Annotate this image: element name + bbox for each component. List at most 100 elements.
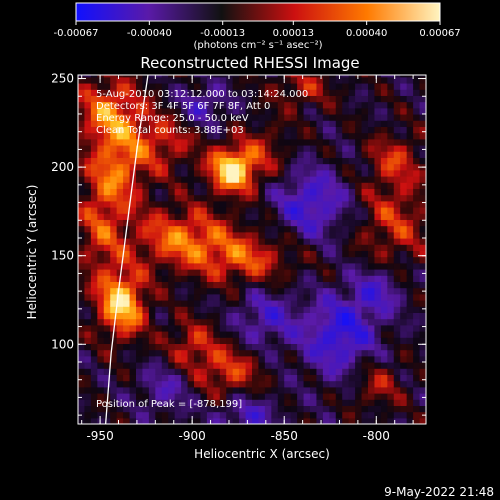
heatmap-cell xyxy=(116,163,124,171)
heatmap-cell xyxy=(361,194,369,202)
heatmap-cell xyxy=(200,386,208,394)
heatmap-cell xyxy=(258,374,266,382)
heatmap-cell xyxy=(84,318,92,326)
heatmap-cell xyxy=(329,392,337,400)
heatmap-cell xyxy=(78,237,86,245)
heatmap-cell xyxy=(303,299,311,307)
heatmap-cell xyxy=(290,113,298,121)
heatmap-cell xyxy=(116,368,124,375)
heatmap-cell xyxy=(168,82,176,90)
heatmap-cell xyxy=(123,188,131,196)
heatmap-cell xyxy=(258,330,266,338)
heatmap-cell xyxy=(355,306,363,313)
heatmap-cell xyxy=(380,138,388,146)
heatmap-cell xyxy=(290,188,298,196)
heatmap-cell xyxy=(161,275,169,282)
heatmap-cell xyxy=(329,411,337,419)
heatmap-cell xyxy=(168,281,176,289)
heatmap-cell xyxy=(322,200,330,208)
heatmap-cell xyxy=(187,175,195,183)
heatmap-cell xyxy=(123,138,131,146)
heatmap-cell xyxy=(335,405,343,413)
heatmap-cell xyxy=(277,268,285,276)
heatmap-cell xyxy=(335,349,343,357)
heatmap-cell xyxy=(348,293,356,301)
heatmap-cell xyxy=(103,330,111,338)
heatmap-cell xyxy=(168,76,176,84)
heatmap-cell xyxy=(155,256,163,264)
heatmap-cell xyxy=(84,95,92,103)
heatmap-cell xyxy=(168,194,176,202)
heatmap-cell xyxy=(239,268,247,276)
heatmap-cell xyxy=(264,293,272,301)
heatmap-cell xyxy=(271,306,279,313)
heatmap-cell xyxy=(200,219,208,227)
heatmap-cell xyxy=(187,250,195,258)
heatmap-cell xyxy=(90,330,98,338)
heatmap-cell xyxy=(329,374,337,382)
heatmap-cell xyxy=(355,144,363,152)
heatmap-cell xyxy=(303,200,311,208)
heatmap-cell xyxy=(129,200,137,208)
heatmap-cell xyxy=(361,200,369,208)
heatmap-cell xyxy=(78,89,86,96)
colorbar-tick-label: -0.00067 xyxy=(54,28,99,39)
heatmap-cell xyxy=(155,399,163,406)
heatmap-cell xyxy=(200,200,208,208)
heatmap-cell xyxy=(78,188,86,196)
heatmap-cell xyxy=(290,82,298,90)
heatmap-cell xyxy=(219,324,227,332)
heatmap-cell xyxy=(277,318,285,326)
heatmap-cell xyxy=(252,312,260,320)
heatmap-cell xyxy=(348,324,356,332)
heatmap-cell xyxy=(316,200,324,208)
heatmap-cell xyxy=(355,405,363,413)
heatmap-cell xyxy=(284,318,292,326)
solar-limb-line xyxy=(104,75,149,424)
heatmap-cell xyxy=(116,188,124,196)
heatmap-cell xyxy=(103,231,111,239)
heatmap-cell xyxy=(316,120,324,127)
heatmap-cell xyxy=(245,182,253,189)
heatmap-cell xyxy=(322,188,330,196)
heatmap-cell xyxy=(419,386,426,394)
heatmap-cell xyxy=(181,188,189,196)
heatmap-cell xyxy=(181,368,189,375)
heatmap-cell xyxy=(264,132,272,140)
heatmap-cell xyxy=(348,107,356,115)
heatmap-cell xyxy=(335,163,343,171)
heatmap-cell xyxy=(387,175,395,183)
heatmap-cell xyxy=(303,417,311,424)
heatmap-cell xyxy=(123,392,131,400)
heatmap-cell xyxy=(155,138,163,146)
heatmap-cell xyxy=(136,318,144,326)
heatmap-cell xyxy=(200,293,208,301)
heatmap-cell xyxy=(290,244,298,251)
heatmap-cell xyxy=(129,318,137,326)
heatmap-cell xyxy=(245,318,253,326)
heatmap-cell xyxy=(406,268,414,276)
heatmap-cell xyxy=(194,386,202,394)
heatmap-cell xyxy=(316,163,324,171)
heatmap-cell xyxy=(413,281,421,289)
heatmap-cell xyxy=(136,368,144,375)
heatmap-cell xyxy=(355,163,363,171)
heatmap-cell xyxy=(297,392,305,400)
heatmap-cell xyxy=(297,213,305,220)
heatmap-cell xyxy=(142,231,150,239)
heatmap-cell xyxy=(290,237,298,245)
heatmap-cell xyxy=(123,95,131,103)
heatmap-cell xyxy=(252,299,260,307)
heatmap-cell xyxy=(116,144,124,152)
heatmap-cell xyxy=(187,281,195,289)
heatmap-cell xyxy=(335,399,343,406)
heatmap-cell xyxy=(90,281,98,289)
heatmap-cell xyxy=(181,151,189,158)
heatmap-cell xyxy=(239,275,247,282)
heatmap-cell xyxy=(252,194,260,202)
heatmap-cell xyxy=(213,275,221,282)
heatmap-cell xyxy=(187,126,195,134)
heatmap-cell xyxy=(206,237,214,245)
heatmap-cell xyxy=(271,417,279,424)
heatmap-cell xyxy=(245,361,253,369)
